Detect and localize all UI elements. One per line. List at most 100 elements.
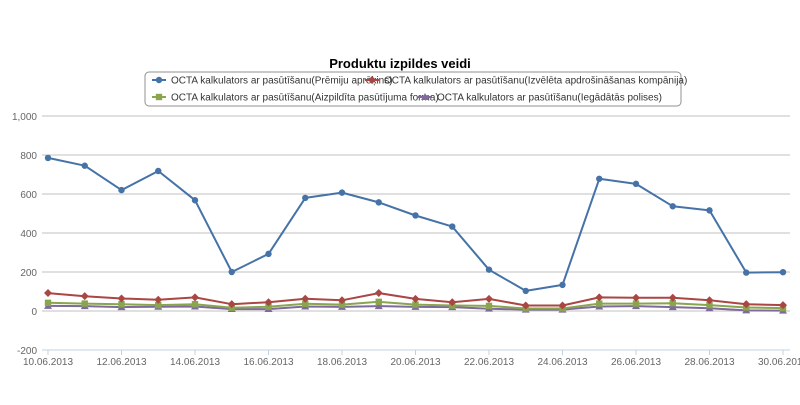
x-tick-label: 14.06.2013 (170, 357, 220, 368)
data-point[interactable] (117, 294, 126, 303)
y-tick-label: 200 (20, 268, 37, 279)
legend-item[interactable]: OCTA kalkulators ar pasūtīšanu(Iegādātās… (418, 93, 662, 104)
data-point[interactable] (227, 300, 236, 309)
data-point[interactable] (449, 223, 456, 230)
data-point[interactable] (44, 154, 52, 162)
legend-marker-icon[interactable] (368, 76, 376, 84)
legend-item[interactable]: OCTA kalkulators ar pasūtīšanu(Izvēlēta … (365, 76, 687, 87)
legend-marker-icon[interactable] (155, 76, 163, 84)
y-tick-label: 400 (20, 229, 37, 240)
data-point[interactable] (338, 189, 346, 196)
legend-label: OCTA kalkulators ar pasūtīšanu(Izvēlēta … (384, 76, 687, 87)
data-point[interactable] (155, 167, 162, 175)
data-point[interactable] (705, 296, 714, 305)
data-point[interactable] (374, 289, 383, 298)
x-tick-label: 30.06.2013 (758, 357, 800, 368)
data-point[interactable] (485, 294, 493, 303)
legend-label: OCTA kalkulators ar pasūtīšanu(Aizpildīt… (171, 93, 439, 104)
x-tick-label: 10.06.2013 (23, 357, 73, 368)
data-point[interactable] (155, 301, 162, 309)
data-point[interactable] (81, 162, 88, 169)
data-point[interactable] (264, 298, 273, 307)
axes: -200 0 200 400 600 800 1,000 10.06.2013 12.06.20… (12, 112, 800, 368)
y-tick-label: 1,000 (12, 112, 37, 123)
data-point[interactable] (374, 302, 383, 310)
data-point[interactable] (301, 294, 310, 303)
data-point[interactable] (375, 298, 382, 306)
data-point[interactable] (669, 203, 676, 210)
legend-label: OCTA kalkulators ar pasūtīšanu(Iegādātās… (437, 93, 662, 104)
data-point[interactable] (485, 266, 493, 273)
x-tick-label: 26.06.2013 (611, 357, 661, 368)
series-circle[interactable] (44, 154, 787, 295)
data-point[interactable] (559, 281, 566, 289)
legend-marker-icon[interactable] (421, 93, 429, 100)
data-point[interactable] (558, 301, 567, 310)
data-point[interactable] (191, 197, 199, 204)
data-point[interactable] (632, 293, 640, 302)
data-point[interactable] (668, 303, 677, 311)
data-point[interactable] (302, 300, 309, 307)
data-point[interactable] (521, 301, 530, 310)
y-tick-label: -200 (17, 346, 37, 357)
data-point[interactable] (743, 269, 750, 276)
data-point[interactable] (375, 199, 382, 206)
series-diamond[interactable] (44, 289, 787, 310)
data-point[interactable] (595, 293, 604, 302)
x-tick-label: 16.06.2013 (243, 357, 293, 368)
data-point[interactable] (44, 299, 52, 307)
series-line (47, 156, 784, 292)
legend-item[interactable]: OCTA kalkulators ar pasūtīšanu(Prēmiju a… (152, 76, 393, 87)
x-tick-label: 22.06.2013 (464, 357, 514, 368)
x-tick-label: 12.06.2013 (96, 357, 146, 368)
data-point[interactable] (44, 289, 52, 298)
data-point[interactable] (154, 295, 163, 304)
data-point[interactable] (302, 194, 309, 202)
data-point[interactable] (412, 212, 419, 219)
data-point[interactable] (338, 301, 346, 308)
data-point[interactable] (632, 180, 640, 188)
data-point[interactable] (412, 301, 419, 308)
chart-title: Produktu izpildes veidi (329, 56, 471, 71)
legend-box (144, 71, 682, 107)
legend-label: OCTA kalkulators ar pasūtīšanu(Prēmiju a… (171, 76, 393, 87)
data-point[interactable] (669, 300, 676, 307)
data-point[interactable] (118, 186, 125, 194)
data-point[interactable] (706, 301, 713, 309)
x-tick-label: 20.06.2013 (390, 357, 440, 368)
y-tick-label: 0 (31, 307, 37, 318)
data-point[interactable] (779, 301, 787, 310)
data-point[interactable] (448, 298, 457, 307)
data-point[interactable] (779, 268, 787, 276)
data-point[interactable] (191, 300, 199, 308)
data-point[interactable] (80, 292, 89, 301)
data-point[interactable] (742, 300, 751, 309)
series-group (44, 154, 787, 314)
data-point[interactable] (632, 300, 640, 307)
data-point[interactable] (522, 287, 529, 295)
legend[interactable]: OCTA kalkulators ar pasūtīšanu(Prēmiju a… (144, 71, 687, 107)
legend-marker-icon[interactable] (155, 93, 163, 101)
data-point[interactable] (411, 294, 420, 303)
x-tick-label: 24.06.2013 (537, 357, 587, 368)
data-point[interactable] (485, 302, 493, 310)
data-point[interactable] (668, 293, 677, 302)
data-point[interactable] (228, 268, 235, 276)
data-point[interactable] (596, 300, 603, 307)
data-point[interactable] (338, 296, 346, 305)
x-tick-label: 18.06.2013 (317, 357, 367, 368)
data-point[interactable] (596, 175, 603, 182)
data-point[interactable] (118, 300, 125, 308)
data-point[interactable] (706, 207, 713, 214)
data-point[interactable] (265, 303, 272, 310)
y-tick-label: 800 (20, 151, 37, 162)
data-point[interactable] (81, 300, 88, 307)
data-point[interactable] (265, 250, 272, 258)
grid (42, 115, 790, 351)
x-tick-label: 28.06.2013 (684, 357, 734, 368)
data-point[interactable] (191, 293, 199, 302)
y-tick-label: 600 (20, 190, 37, 201)
legend-item[interactable]: OCTA kalkulators ar pasūtīšanu(Aizpildīt… (152, 93, 439, 104)
